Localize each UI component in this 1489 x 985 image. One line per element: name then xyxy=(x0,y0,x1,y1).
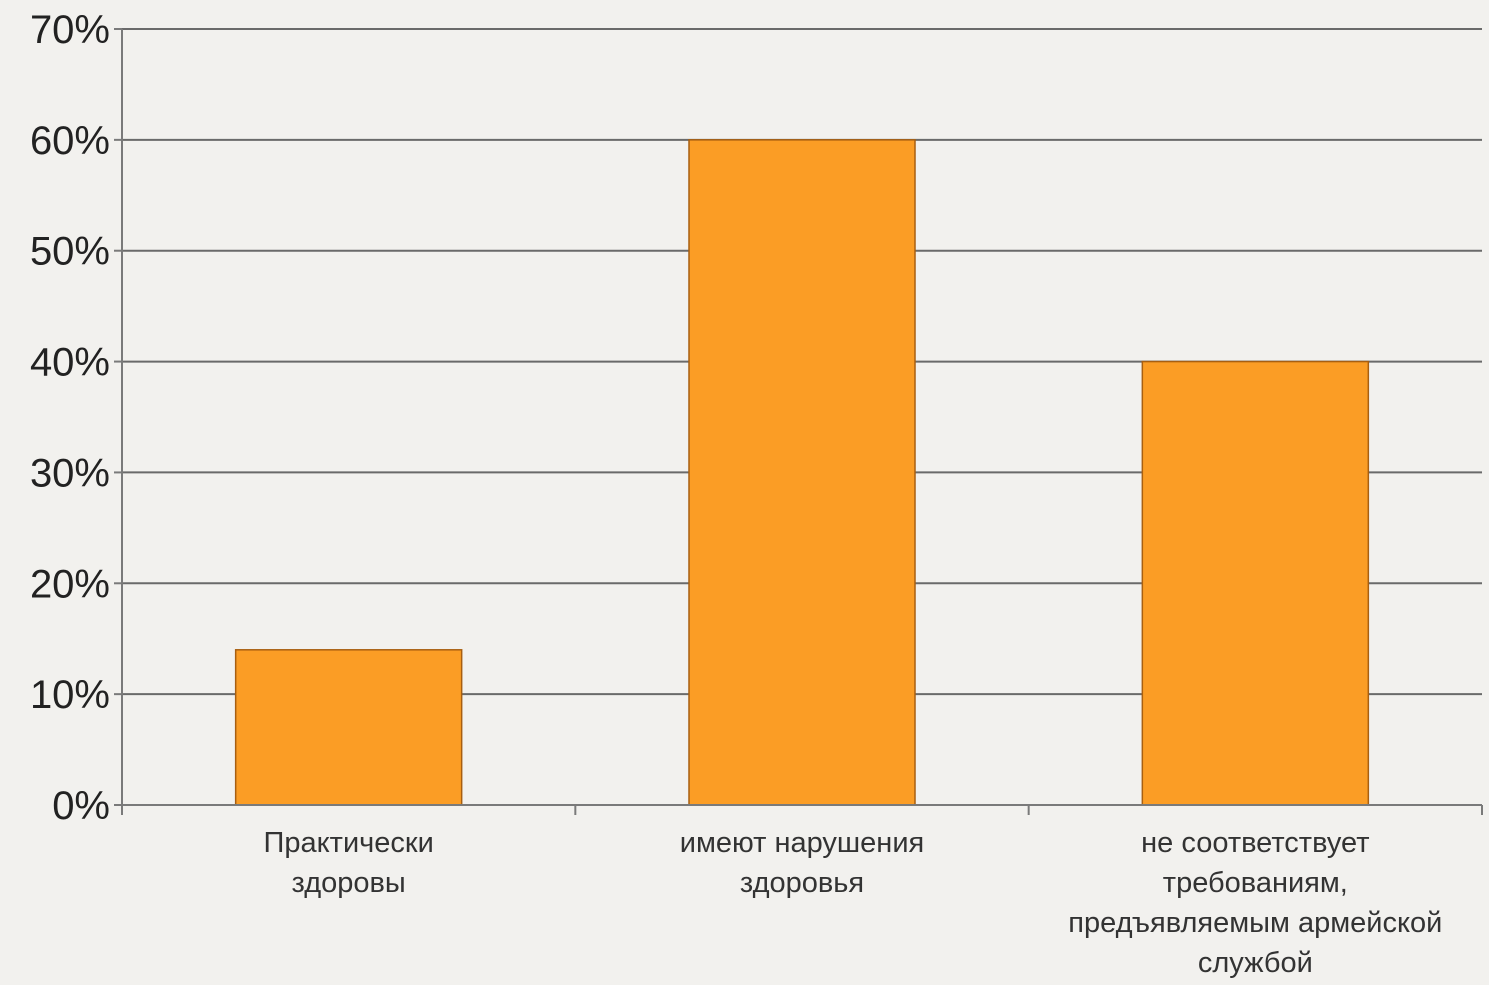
x-category-label-line: требованиям, xyxy=(1163,867,1348,899)
bar xyxy=(1141,360,1370,806)
x-category-label-line: предъявляемым армейской xyxy=(1068,907,1442,939)
x-category-label-line: здоровы xyxy=(292,867,406,899)
y-tick-label: 50% xyxy=(30,230,110,274)
x-category-label-line: здоровья xyxy=(740,867,864,899)
x-category-label-line: Практически xyxy=(264,827,434,859)
y-tick-label: 0% xyxy=(52,784,110,828)
y-tick-label: 40% xyxy=(30,341,110,385)
y-tick-label: 30% xyxy=(30,451,110,495)
y-tick-label: 10% xyxy=(30,673,110,717)
bar xyxy=(234,649,463,806)
bar xyxy=(688,139,916,806)
y-tick-label: 20% xyxy=(30,562,110,606)
x-category-label: не соответствует требованиям, предъявляемы… xyxy=(1068,827,1442,979)
x-category-label: имеют нарушения здоровья xyxy=(680,827,924,899)
x-category-label: Практически здоровы xyxy=(264,827,434,899)
y-tick-label: 60% xyxy=(30,119,110,163)
y-tick-label: 70% xyxy=(30,8,110,52)
x-category-label-line: имеют нарушения xyxy=(680,827,924,859)
x-category-label-line: службой xyxy=(1198,947,1313,979)
x-category-label-line: не соответствует xyxy=(1141,827,1369,859)
